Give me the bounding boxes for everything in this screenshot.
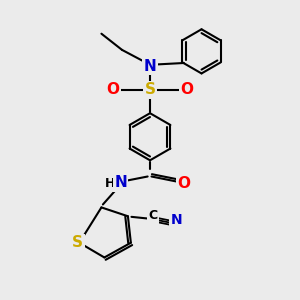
Text: C: C bbox=[148, 209, 158, 222]
Text: H: H bbox=[105, 177, 116, 190]
Text: N: N bbox=[171, 213, 182, 227]
Text: S: S bbox=[72, 235, 83, 250]
Text: O: O bbox=[180, 82, 193, 97]
Text: S: S bbox=[145, 82, 155, 97]
Text: O: O bbox=[177, 176, 190, 191]
Text: N: N bbox=[144, 58, 156, 74]
Text: N: N bbox=[114, 175, 127, 190]
Text: O: O bbox=[107, 82, 120, 97]
